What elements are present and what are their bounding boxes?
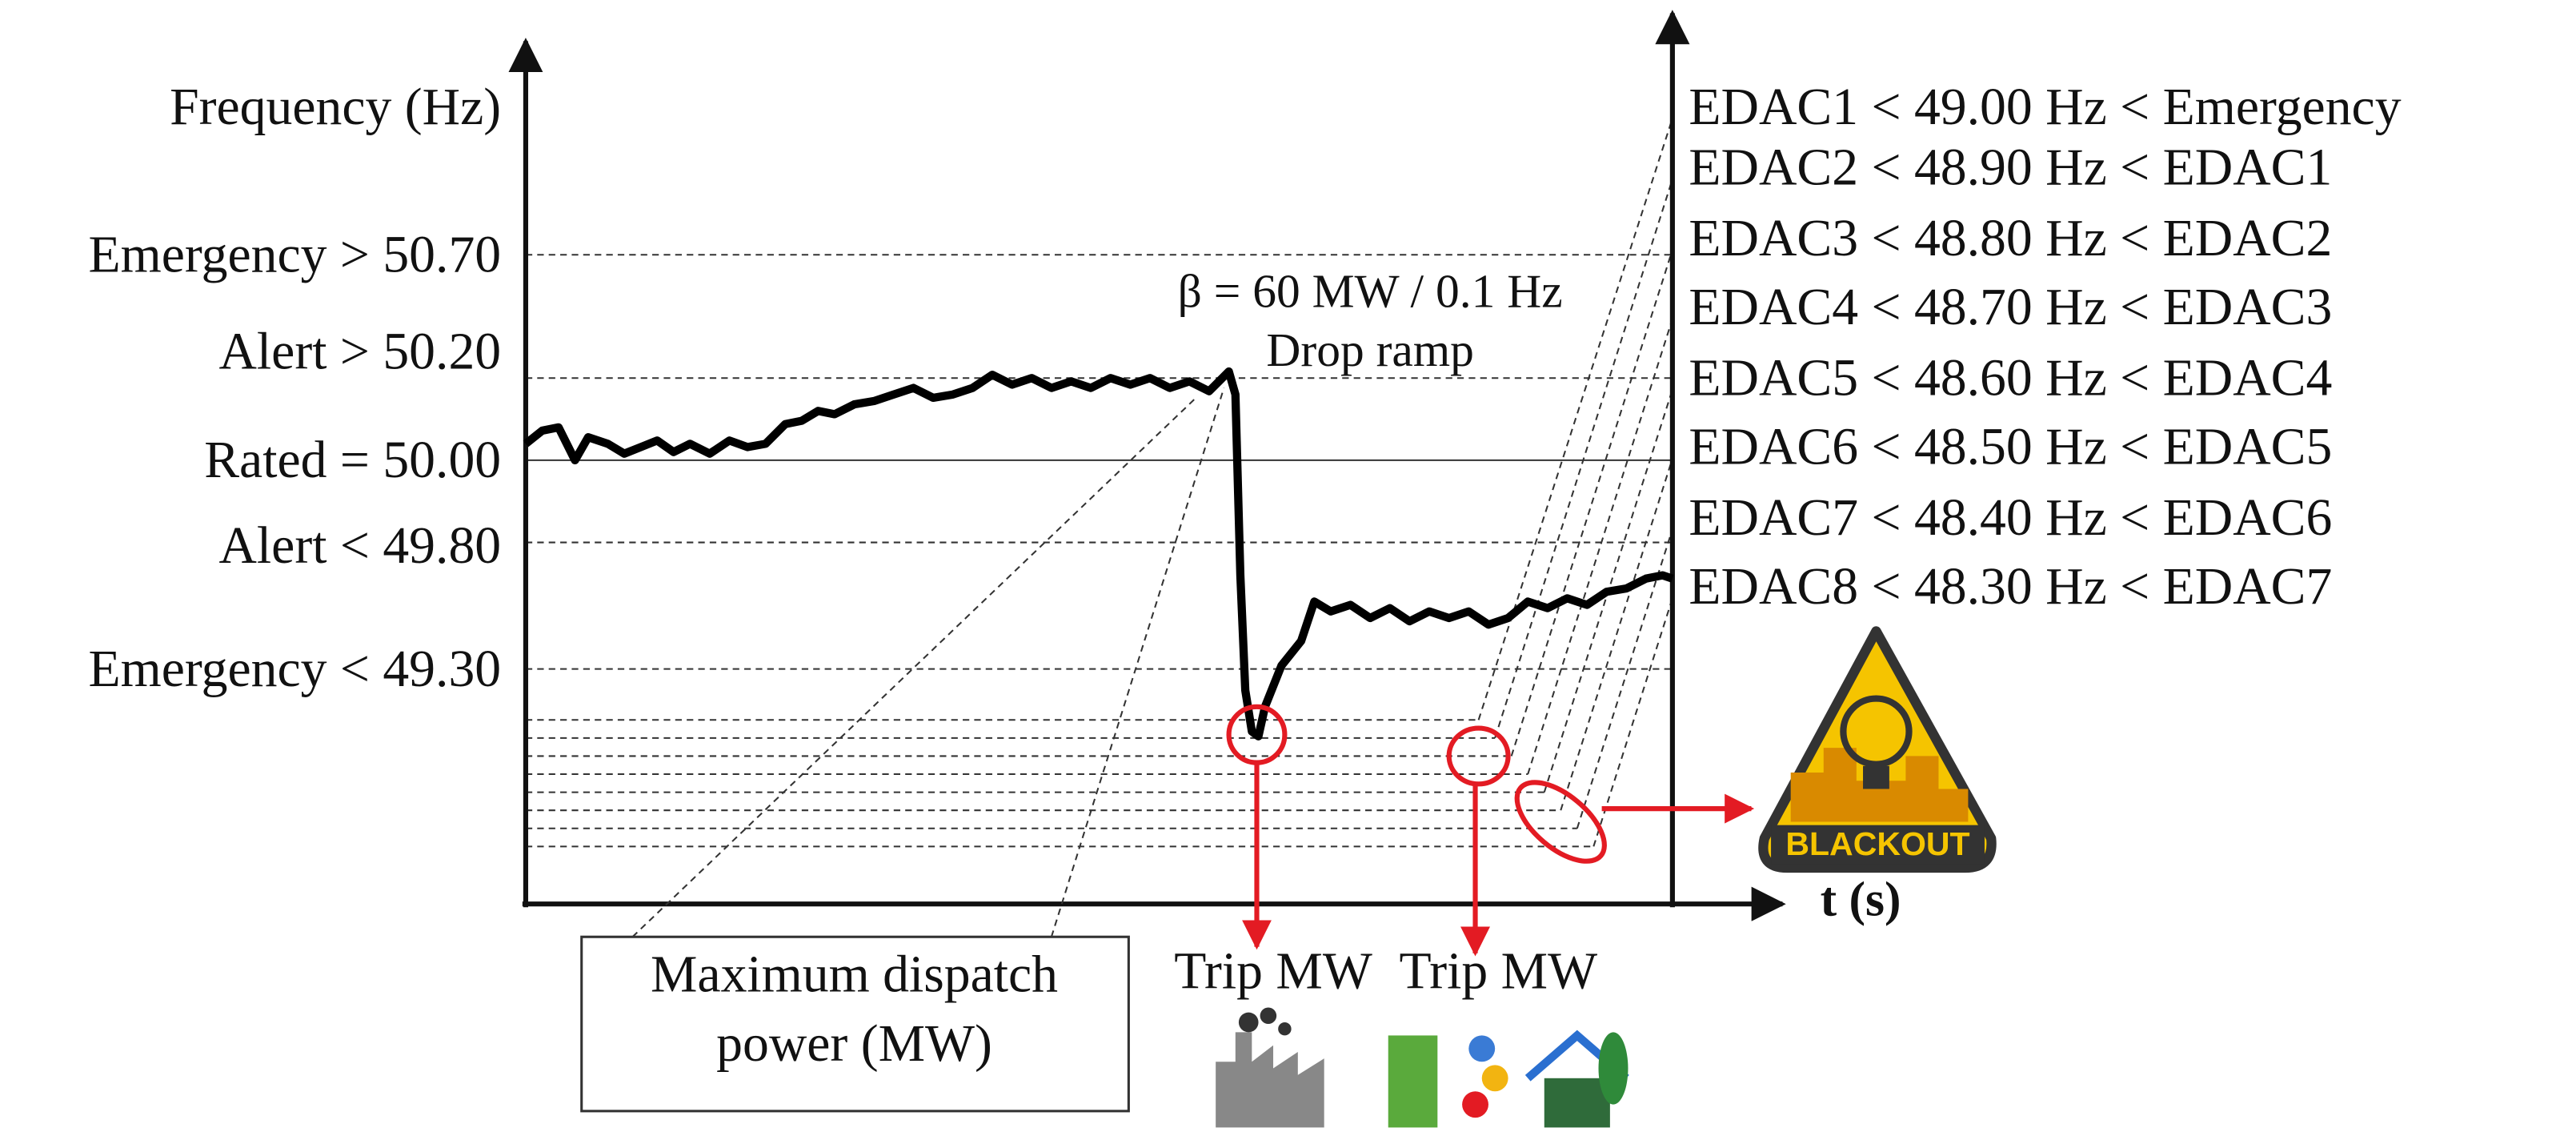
edac-guide bbox=[1576, 528, 1673, 829]
edac-label: EDAC5 < 48.60 Hz < EDAC4 bbox=[1689, 348, 2332, 407]
y-axis-label: Frequency (Hz) bbox=[170, 78, 501, 136]
ramp-guide bbox=[1050, 387, 1225, 937]
edac-label: EDAC6 < 48.50 Hz < EDAC5 bbox=[1689, 418, 2332, 476]
edac-guide bbox=[1494, 179, 1673, 739]
factory-icon bbox=[1216, 1007, 1324, 1128]
blackout-label: BLACKOUT bbox=[1785, 825, 1969, 862]
trip-marker bbox=[1446, 725, 1511, 787]
dispatch-label: Maximum dispatch bbox=[651, 945, 1058, 1004]
frequency-signal bbox=[523, 367, 1674, 741]
edac-label: EDAC4 < 48.70 Hz < EDAC3 bbox=[1689, 278, 2332, 336]
ramp-guide bbox=[631, 397, 1197, 937]
edac-guide bbox=[1560, 458, 1673, 811]
edac-guide bbox=[1527, 319, 1673, 775]
edac-label: EDAC7 < 48.40 Hz < EDAC6 bbox=[1689, 488, 2332, 547]
dispatch-box bbox=[580, 935, 1130, 1113]
edac-guide bbox=[1510, 249, 1673, 757]
edac-label: EDAC3 < 48.80 Hz < EDAC2 bbox=[1689, 209, 2332, 267]
blackout-marker bbox=[1514, 780, 1607, 864]
edac-label: EDAC2 < 48.90 Hz < EDAC1 bbox=[1689, 138, 2332, 197]
level-label: Emergency < 49.30 bbox=[89, 640, 502, 698]
level-label: Alert < 49.80 bbox=[218, 516, 501, 575]
edac-label: EDAC1 < 49.00 Hz < Emergency bbox=[1689, 78, 2401, 136]
edac-guide bbox=[1477, 118, 1673, 721]
level-label: Rated = 50.00 bbox=[204, 431, 501, 489]
level-label: Alert > 50.20 bbox=[218, 323, 501, 381]
edac-guide bbox=[1592, 598, 1673, 847]
edac-label: EDAC8 < 48.30 Hz < EDAC7 bbox=[1689, 557, 2332, 616]
x-axis-label: t (s) bbox=[1821, 872, 1901, 926]
level-lines bbox=[525, 118, 1673, 848]
level-label: Emergency > 50.70 bbox=[89, 226, 502, 284]
trip-label: Trip MW bbox=[1174, 942, 1372, 1001]
dispatch-label: power (MW) bbox=[716, 1014, 992, 1073]
beta-label: β = 60 MW / 0.1 Hz bbox=[1178, 264, 1563, 317]
house-icon bbox=[1524, 1030, 1629, 1128]
building-icon bbox=[1388, 1035, 1508, 1128]
drop-ramp-label: Drop ramp bbox=[1266, 323, 1473, 376]
trip-label: Trip MW bbox=[1399, 942, 1597, 1001]
blackout-icon: BLACKOUT bbox=[1758, 626, 1997, 873]
